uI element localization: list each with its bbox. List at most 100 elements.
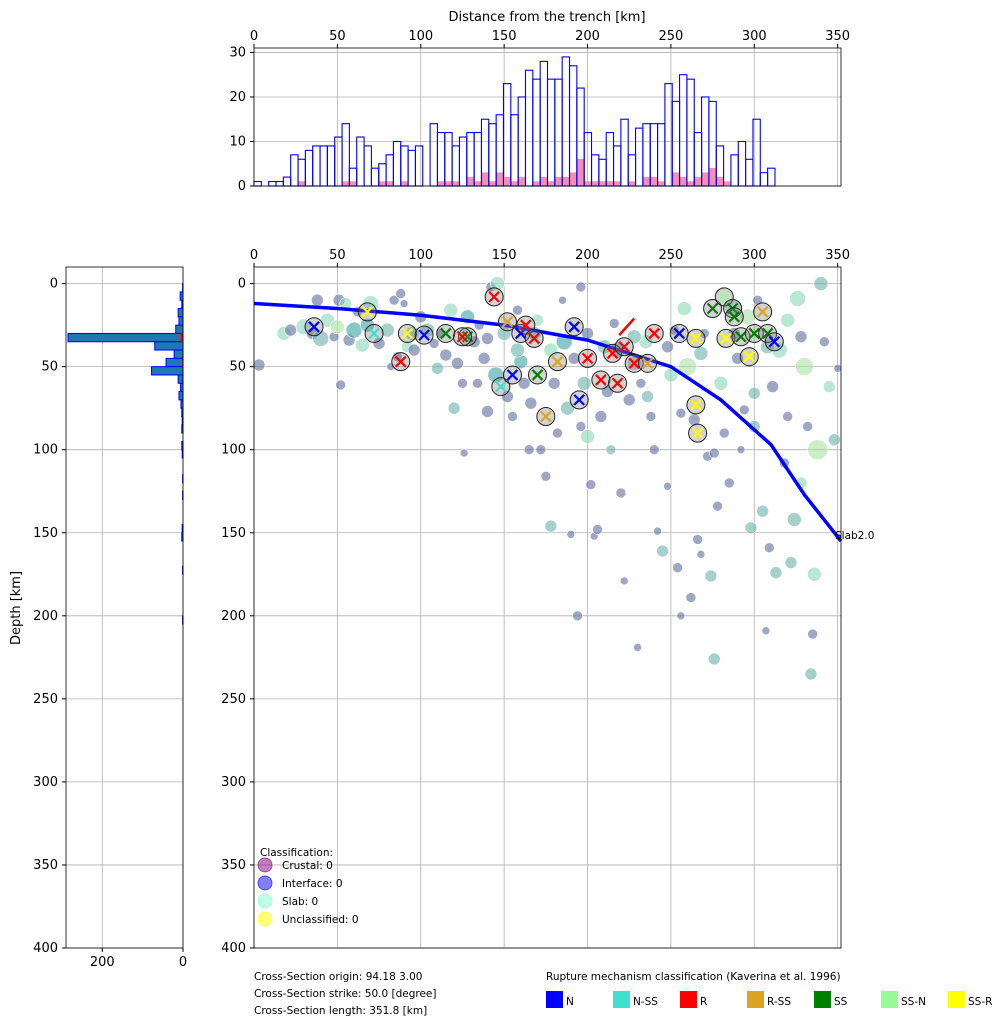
- distance-bar: [737, 140, 747, 187]
- event-point: [540, 470, 552, 482]
- distance-bar: [554, 78, 563, 187]
- event-point: [431, 362, 444, 375]
- event-point: [592, 524, 603, 535]
- distance-bar: [612, 145, 622, 187]
- distance-bar: [392, 140, 402, 187]
- distance-bar-subset: [547, 181, 556, 187]
- scatter-y-tick-label: 50: [229, 360, 246, 375]
- event-point: [704, 569, 718, 583]
- mechanism-slash: [690, 399, 702, 411]
- distance-bar: [767, 167, 776, 187]
- distance-bar: [510, 114, 519, 187]
- top-tick-label: 350: [825, 29, 850, 44]
- legend-title: Classification:: [260, 847, 333, 859]
- event-point: [580, 429, 595, 444]
- event-point: [807, 439, 828, 461]
- event-point: [736, 445, 746, 455]
- distance-bar-subset: [466, 176, 475, 187]
- event-point: [663, 481, 672, 491]
- mechanism-marker: [497, 312, 517, 332]
- distance-bar: [458, 136, 468, 187]
- distance-bar: [290, 154, 299, 187]
- mechanism-marker: [724, 307, 744, 327]
- distance-bar-subset: [349, 181, 357, 187]
- event-point: [252, 358, 266, 372]
- mechanism-marker: [397, 323, 417, 343]
- mechanism-slash: [501, 316, 514, 328]
- depth-bar: [177, 308, 184, 318]
- depth-bar-subset: [180, 333, 183, 342]
- event-point: [576, 375, 592, 391]
- mechanism-slash: [568, 321, 580, 333]
- left-y-tick-label: 250: [33, 692, 58, 707]
- distance-bar-subset: [341, 181, 350, 187]
- mechanism-marker: [739, 347, 759, 367]
- event-point: [535, 444, 547, 456]
- scatter-y-tick-label: 200: [221, 609, 246, 624]
- distance-bar: [429, 123, 438, 187]
- top-tick-label: 100: [408, 29, 433, 44]
- scatter-y-tick-label: 400: [221, 941, 246, 956]
- mechanism-marker: [638, 353, 658, 373]
- event-point: [477, 352, 491, 365]
- event-point: [360, 317, 375, 333]
- scatter-frame: [253, 266, 842, 949]
- mechanism-slash: [595, 374, 607, 386]
- distance-bar-subset: [473, 181, 482, 187]
- event-point: [501, 390, 514, 403]
- distance-bar: [473, 132, 483, 187]
- distance-bar-subset: [627, 181, 636, 187]
- event-point: [761, 626, 771, 636]
- distance-bar-subset: [532, 181, 541, 187]
- legend-marker: [257, 875, 273, 891]
- event-point: [727, 327, 741, 340]
- distance-bar: [532, 78, 541, 187]
- top-tick-label: 200: [575, 29, 600, 44]
- depth-histogram-bars: [67, 283, 184, 625]
- event-point: [804, 667, 818, 681]
- event-point: [399, 299, 409, 308]
- event-point: [407, 343, 421, 357]
- distance-bar: [356, 136, 365, 187]
- depth-bar-subset: [182, 358, 183, 367]
- distance-bar-subset: [444, 181, 453, 187]
- mechanism-slash: [673, 327, 686, 340]
- mechanism-slash: [756, 306, 769, 318]
- event-point: [747, 386, 761, 400]
- mechanism-markers: [304, 287, 784, 443]
- distance-bar-subset: [488, 181, 497, 187]
- event-point: [823, 380, 836, 393]
- mechanism-slash: [691, 427, 704, 439]
- event-point: [676, 611, 686, 621]
- rupture-swatch: [814, 991, 831, 1008]
- event-point: [547, 376, 561, 390]
- mechanism-slash: [735, 330, 747, 343]
- scatter-y-tick-label: 100: [221, 443, 246, 458]
- distance-bar: [268, 180, 277, 187]
- top-tick-label: 50: [329, 29, 346, 44]
- event-point: [685, 592, 697, 603]
- mechanism-slash: [706, 302, 719, 315]
- event-point: [807, 566, 822, 582]
- info-length: Cross-Section length: 351.8 [km]: [254, 1005, 427, 1017]
- event-point: [619, 576, 629, 586]
- mechanism-slash: [768, 335, 781, 348]
- mechanism-marker: [744, 323, 764, 343]
- mechanism-marker: [548, 352, 568, 372]
- rupture-label: SS: [834, 996, 848, 1008]
- top-y-tick-label: 20: [229, 90, 246, 105]
- depth-bar: [67, 332, 184, 343]
- depth-bar: [151, 366, 184, 376]
- slab2-curve: [253, 301, 843, 543]
- rupture-label: N-SS: [633, 996, 658, 1008]
- depth-bar: [178, 391, 184, 401]
- event-point: [672, 562, 683, 573]
- event-point: [510, 342, 525, 358]
- event-point: [512, 304, 523, 316]
- mechanism-marker: [686, 395, 706, 415]
- event-point: [718, 427, 730, 439]
- top-y-tick-label: 10: [229, 134, 246, 149]
- legend-marker: [257, 857, 273, 873]
- event-point: [572, 610, 583, 622]
- distance-histogram-bars: [253, 56, 776, 187]
